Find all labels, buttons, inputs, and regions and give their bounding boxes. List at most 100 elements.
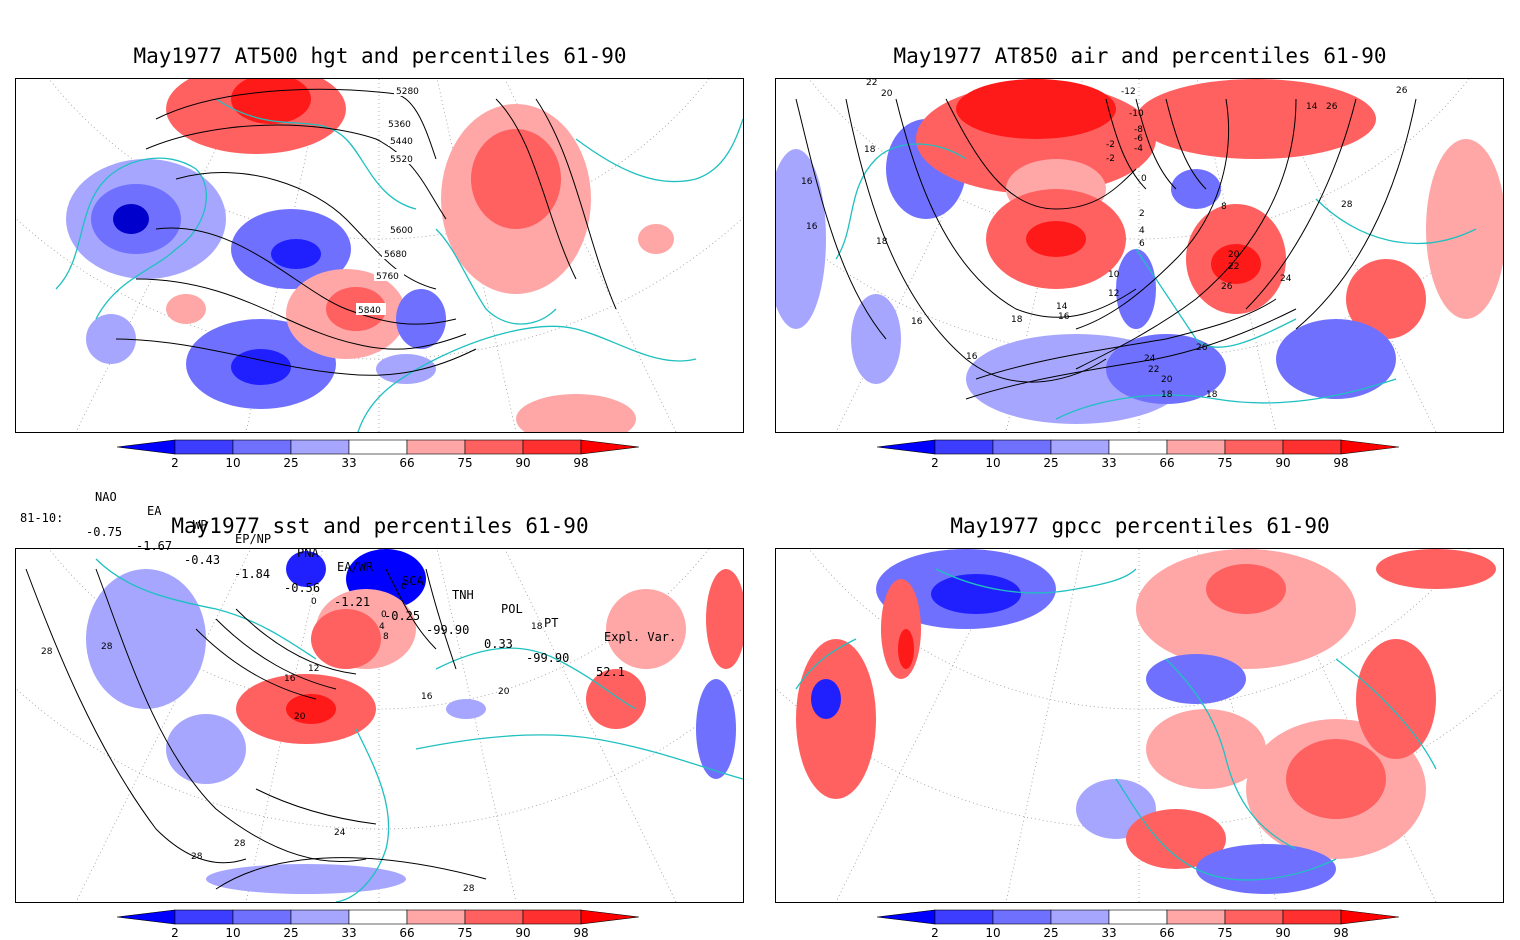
colorbar-segment [992,909,1052,925]
height-contours [115,88,617,376]
colorbar-label: 75 [457,926,473,940]
contour-label: 28 [191,852,203,862]
colorbar-label: 98 [1333,456,1349,470]
index-name: PNA [297,546,319,560]
percentile-shading [776,79,1503,424]
percentile-shading [86,549,743,894]
contour-label: 22 [1228,262,1239,272]
contour-label: 8 [1221,202,1227,212]
contour-label: 20 [881,89,893,99]
contour-label: 10 [1108,270,1120,280]
colorbar-segment [992,439,1052,455]
contour-label: 24 [1144,354,1156,364]
contour-label: 28 [234,839,246,849]
colorbar-label: 66 [1159,926,1175,940]
colorbar-arrow-low [116,909,176,925]
colorbar-segment [232,909,292,925]
colorbar-arrow-low [116,439,176,455]
index-name: EA/WR [337,560,374,574]
colorbar-segment [1166,439,1226,455]
indices-row: 81-10: -0.75 -1.67 -0.43 -1.84 -0.56 -1.… [20,497,625,679]
colorbar-segment [174,439,234,455]
colorbar-label: 75 [457,456,473,470]
index-value: -1.84 [234,567,271,581]
contour-label: 20 [294,712,306,722]
colorbar-2 [876,439,1400,455]
colorbar-label: 10 [985,926,1001,940]
index-name: Expl. Var. [604,630,677,644]
index-value: -0.75 [86,525,123,539]
colorbar-label: 90 [515,926,531,940]
contour-label: 14 [1056,302,1068,312]
panel-title-air: May1977 AT850 air and percentiles 61-90 [893,44,1387,68]
colorbar-arrow-low [876,439,936,455]
contour-label: -10 [1129,109,1144,119]
contour-label: -2 [1106,140,1115,150]
sst-contours [25,568,487,890]
colorbar-label: 10 [225,926,241,940]
colorbar-segment [406,439,466,455]
contour-label: -8 [1134,125,1143,135]
contour-label: 26 [1221,282,1233,292]
contour-label: 0 [381,610,387,620]
contour-label: 18 [531,622,543,632]
contour-label: 5760 [376,272,399,282]
coastlines [835,143,1477,420]
panel-title-hgt: May1977 AT500 hgt and percentiles 61-90 [133,44,627,68]
contour-label: 0 [401,582,407,592]
percentile-shading [66,79,674,432]
colorbar-label: 33 [1101,456,1117,470]
contour-label: 2 [1139,209,1145,219]
contour-label: 5440 [390,137,413,147]
contour-label: 28 [101,642,113,652]
contour-label: -4 [1134,144,1143,154]
colorbar-segment [1224,439,1284,455]
contour-label: 5840 [358,306,381,316]
contour-labels: 5280 5360 5440 5520 5600 5680 5760 5840 [356,84,424,316]
colorbar-segment [1050,909,1110,925]
colorbar-segment [1282,439,1342,455]
colorbar-label: 2 [171,926,179,940]
colorbar-label: 90 [515,456,531,470]
contour-label: 4 [1139,226,1145,236]
temp-contours [795,98,1417,400]
colorbar-segment [464,439,524,455]
index-value: 0.33 [484,637,513,651]
contour-label: 24 [1280,274,1292,284]
colorbar-label: 33 [341,456,357,470]
map-air-svg: 22 20 18 16 16 18 -12 -10 -8 -6 -4 -2 -2… [776,79,1503,432]
colorbar-label: 90 [1275,926,1291,940]
map-air: 22 20 18 16 16 18 -12 -10 -8 -6 -4 -2 -2… [775,78,1504,433]
contour-label: 16 [806,222,818,232]
contour-label: 18 [876,237,888,247]
colorbar-label: 2 [931,926,939,940]
colorbar-segment [1166,909,1226,925]
contour-label: 18 [1206,390,1218,400]
colorbar-segment [1108,909,1168,925]
contour-label: 20 [1228,250,1240,260]
index-name: PT [544,616,559,630]
map-hgt: 5280 5360 5440 5520 5600 5680 5760 5840 [15,78,744,433]
colorbar-label: 2 [171,456,179,470]
colorbar-segment [522,909,582,925]
contour-label: 22 [1148,365,1159,375]
contour-label: 14 [1306,102,1318,112]
map-sst: 28 28 0 0 4 8 12 16 20 16 20 18 24 28 28… [15,548,744,903]
contour-label: 20 [1161,375,1173,385]
contour-label: -12 [1121,87,1136,97]
contour-label: 4 [379,622,385,632]
colorbar-arrow-high [580,909,640,925]
colorbar-label: 25 [1043,456,1059,470]
contour-label: 16 [421,692,433,702]
index-value: -0.25 [384,609,421,623]
colorbar-arrow-high [1340,909,1400,925]
colorbar-segment [934,909,994,925]
contour-label: 12 [1108,289,1119,299]
contour-label: 26 [1326,102,1338,112]
colorbar-segment [406,909,466,925]
colorbar-segment [232,439,292,455]
grid-lines [16,549,743,902]
colorbar-label: 75 [1217,456,1233,470]
colorbar-segment [522,439,582,455]
colorbar-label: 33 [1101,926,1117,940]
